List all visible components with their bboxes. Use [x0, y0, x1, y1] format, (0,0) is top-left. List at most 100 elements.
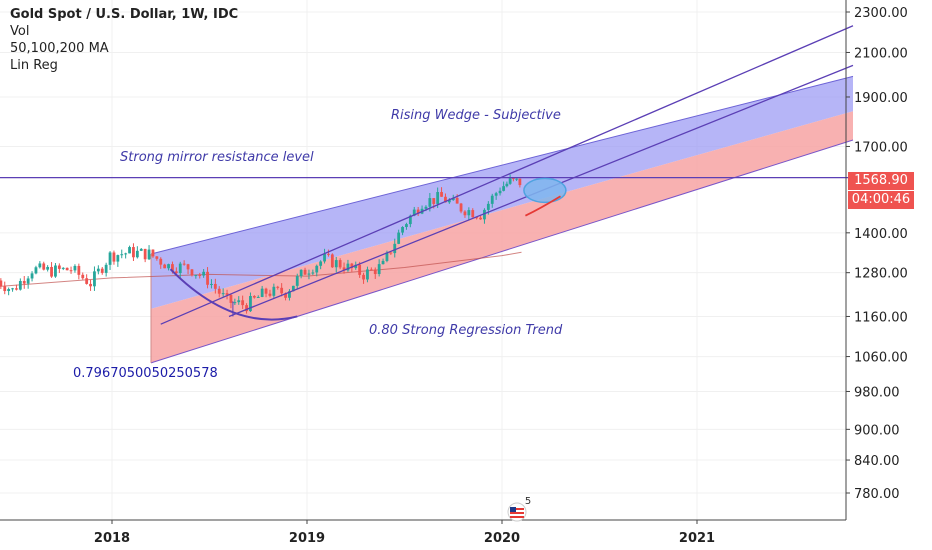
candle-body	[479, 217, 482, 220]
candle-body	[124, 253, 128, 255]
candle-body	[132, 247, 135, 258]
channel-lower-band	[151, 111, 853, 363]
event-count: 5	[525, 496, 531, 507]
candle-body	[217, 288, 221, 294]
candle-body	[412, 209, 416, 216]
x-tick-label: 2021	[679, 531, 715, 546]
candle-body	[408, 215, 412, 225]
candle-body	[229, 294, 233, 303]
candle-body	[508, 178, 512, 184]
candle-body	[369, 269, 373, 271]
channel-upper-band	[151, 76, 853, 309]
candle-body	[171, 264, 174, 272]
candle-body	[284, 293, 287, 298]
candle-body	[483, 209, 486, 220]
candle-body	[373, 269, 377, 275]
candle-body	[389, 252, 393, 254]
candle-body	[330, 254, 334, 268]
price-candles	[0, 174, 522, 314]
candle-body	[100, 268, 104, 273]
candle-body	[346, 263, 350, 271]
candle-body	[502, 186, 506, 191]
candle-body	[206, 271, 209, 285]
candle-body	[159, 258, 163, 265]
resistance-annotation[interactable]: Strong mirror resistance level	[120, 150, 314, 165]
candle-body	[334, 260, 338, 268]
candle-body	[459, 203, 463, 212]
candle-body	[498, 190, 502, 194]
candle-body	[104, 264, 108, 273]
candle-body	[381, 260, 385, 265]
indicator-ma[interactable]: 50,100,200 MA	[10, 41, 109, 56]
candle-body	[393, 243, 397, 254]
candle-body	[358, 264, 362, 275]
candle-body	[241, 300, 245, 306]
candle-body	[116, 255, 120, 262]
candle-body	[252, 296, 256, 298]
candle-body	[7, 289, 11, 292]
candle-body	[444, 196, 447, 203]
wedge-annotation[interactable]: Rising Wedge - Subjective	[391, 108, 561, 123]
candle-body	[34, 267, 38, 274]
candle-body	[202, 271, 206, 276]
candle-body	[451, 197, 455, 201]
candle-body	[163, 264, 167, 269]
candle-body	[350, 263, 354, 269]
x-tick-label: 2019	[289, 531, 325, 546]
candle-body	[401, 227, 404, 233]
candle-body	[494, 193, 498, 196]
candle-body	[424, 206, 428, 209]
candle-body	[77, 265, 81, 275]
candle-body	[233, 302, 237, 304]
candle-body	[108, 252, 112, 265]
candle-body	[467, 210, 471, 216]
candle-body	[128, 247, 131, 254]
candle-body	[397, 232, 401, 244]
regression-annotation[interactable]: 0.80 Strong Regression Trend	[369, 323, 563, 338]
candle-body	[225, 293, 229, 295]
candle-body	[249, 296, 252, 312]
candle-body	[323, 253, 326, 262]
indicator-linreg[interactable]: Lin Reg	[10, 58, 58, 73]
projection-arrow	[525, 195, 561, 217]
candle-body	[311, 272, 315, 274]
candle-body	[42, 263, 46, 270]
candle-body	[366, 269, 369, 280]
events-flag-button[interactable]: 5	[503, 496, 531, 522]
candle-body	[377, 264, 381, 275]
candle-body	[416, 209, 420, 214]
indicator-vol[interactable]: Vol	[10, 24, 30, 39]
candle-body	[342, 267, 346, 271]
moving-average	[0, 251, 522, 287]
last-price-badge: 1568.90	[848, 172, 914, 190]
y-tick-label: 1060.00	[854, 351, 908, 366]
candle-body	[26, 278, 30, 284]
candle-body	[245, 305, 248, 312]
y-tick-label: 1400.00	[854, 227, 908, 242]
candle-body	[405, 224, 408, 228]
candle-body	[198, 274, 202, 276]
candle-body	[178, 263, 182, 274]
y-tick-label: 2300.00	[854, 6, 908, 21]
candle-body	[30, 273, 34, 279]
candle-body	[112, 252, 116, 262]
y-tick-label: 900.00	[854, 423, 900, 438]
candle-body	[260, 288, 264, 297]
candle-body	[354, 264, 358, 269]
candle-body	[135, 250, 139, 258]
candle-body	[11, 288, 14, 290]
candle-body	[147, 249, 151, 260]
candle-body	[50, 266, 53, 277]
candle-body	[210, 283, 213, 285]
candle-body	[428, 198, 432, 207]
candle-body	[46, 266, 50, 270]
candle-body	[319, 261, 323, 266]
candle-body	[338, 260, 342, 268]
candle-body	[38, 263, 42, 268]
candle-body	[54, 265, 57, 277]
x-tick-label: 2018	[94, 531, 130, 546]
candle-body	[61, 267, 65, 269]
candle-body	[272, 286, 276, 296]
candle-body	[486, 203, 490, 210]
regression-value-label: 0.7967050050250578	[73, 366, 218, 381]
